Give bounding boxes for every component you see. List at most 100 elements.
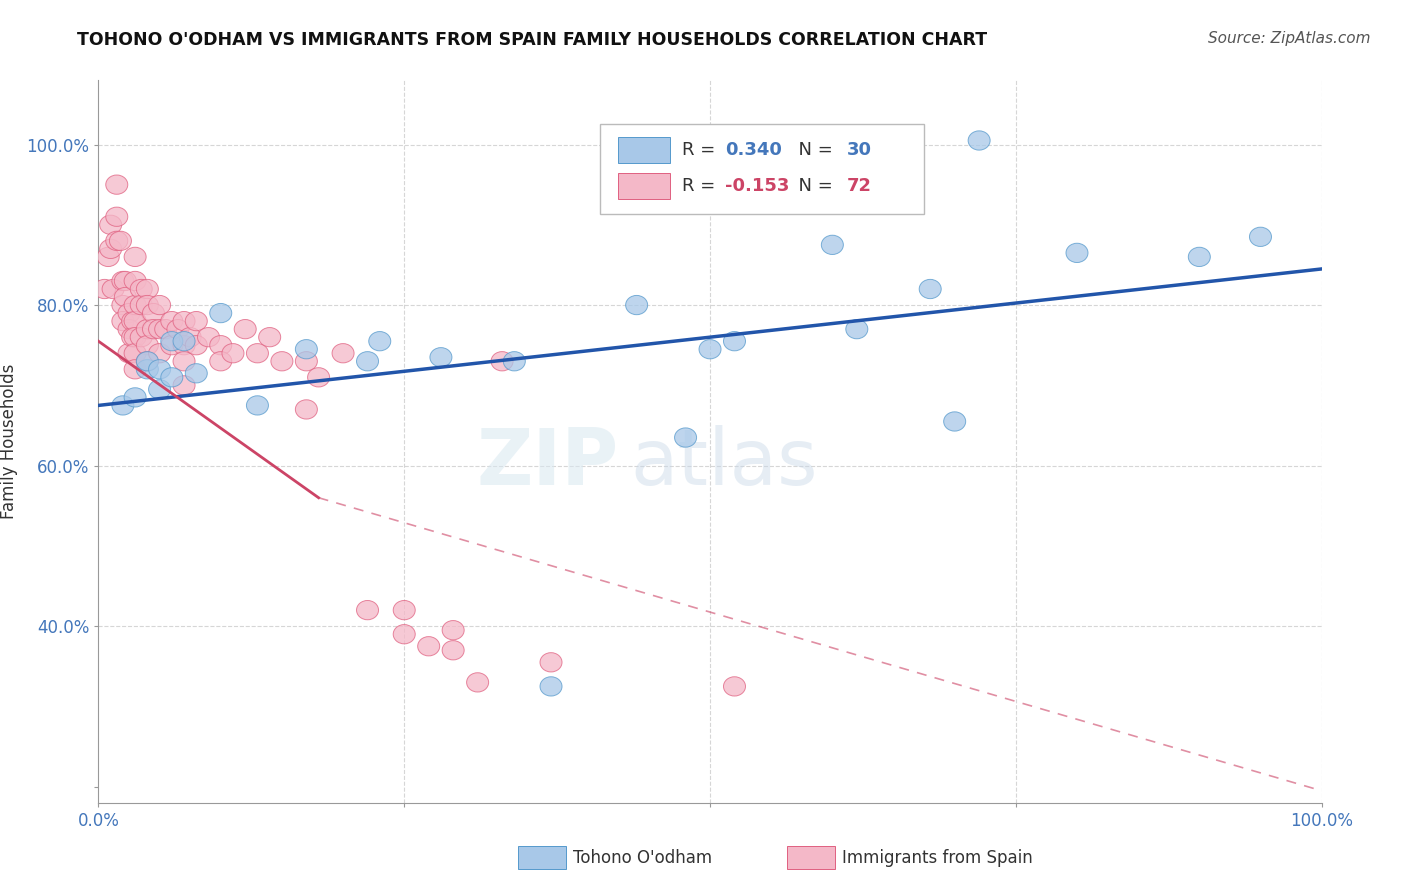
Ellipse shape bbox=[699, 340, 721, 359]
Ellipse shape bbox=[142, 303, 165, 323]
Ellipse shape bbox=[1188, 247, 1211, 267]
Ellipse shape bbox=[136, 359, 159, 379]
Ellipse shape bbox=[105, 231, 128, 251]
Ellipse shape bbox=[186, 335, 207, 355]
Ellipse shape bbox=[149, 343, 170, 363]
Text: atlas: atlas bbox=[630, 425, 818, 501]
Text: TOHONO O'ODHAM VS IMMIGRANTS FROM SPAIN FAMILY HOUSEHOLDS CORRELATION CHART: TOHONO O'ODHAM VS IMMIGRANTS FROM SPAIN … bbox=[77, 31, 987, 49]
Ellipse shape bbox=[173, 332, 195, 351]
Ellipse shape bbox=[491, 351, 513, 371]
Text: Tohono O'odham: Tohono O'odham bbox=[574, 848, 713, 867]
Ellipse shape bbox=[124, 295, 146, 315]
Ellipse shape bbox=[271, 351, 292, 371]
Ellipse shape bbox=[173, 376, 195, 395]
Ellipse shape bbox=[167, 319, 188, 339]
Ellipse shape bbox=[186, 364, 207, 383]
Ellipse shape bbox=[112, 311, 134, 331]
Ellipse shape bbox=[943, 412, 966, 431]
Text: Immigrants from Spain: Immigrants from Spain bbox=[842, 848, 1033, 867]
Ellipse shape bbox=[112, 396, 134, 415]
Ellipse shape bbox=[100, 239, 122, 259]
Ellipse shape bbox=[103, 279, 124, 299]
Ellipse shape bbox=[1250, 227, 1271, 246]
Ellipse shape bbox=[675, 428, 696, 447]
Ellipse shape bbox=[920, 279, 941, 299]
Ellipse shape bbox=[160, 335, 183, 355]
Ellipse shape bbox=[821, 235, 844, 254]
Ellipse shape bbox=[124, 388, 146, 407]
Text: Source: ZipAtlas.com: Source: ZipAtlas.com bbox=[1208, 31, 1371, 46]
Ellipse shape bbox=[246, 396, 269, 415]
Ellipse shape bbox=[160, 368, 183, 387]
FancyBboxPatch shape bbox=[787, 847, 835, 870]
Ellipse shape bbox=[122, 311, 143, 331]
Ellipse shape bbox=[540, 653, 562, 672]
Ellipse shape bbox=[149, 319, 170, 339]
Ellipse shape bbox=[368, 332, 391, 351]
Ellipse shape bbox=[209, 335, 232, 355]
Ellipse shape bbox=[295, 400, 318, 419]
Ellipse shape bbox=[149, 295, 170, 315]
Ellipse shape bbox=[136, 351, 159, 371]
Ellipse shape bbox=[124, 327, 146, 347]
Ellipse shape bbox=[626, 295, 648, 315]
Ellipse shape bbox=[136, 295, 159, 315]
Text: ZIP: ZIP bbox=[477, 425, 619, 501]
Text: N =: N = bbox=[787, 178, 838, 195]
Text: 30: 30 bbox=[846, 141, 872, 160]
Text: N =: N = bbox=[787, 141, 838, 160]
FancyBboxPatch shape bbox=[619, 173, 669, 200]
Ellipse shape bbox=[124, 247, 146, 267]
Ellipse shape bbox=[724, 332, 745, 351]
Ellipse shape bbox=[122, 327, 143, 347]
Ellipse shape bbox=[441, 621, 464, 640]
Ellipse shape bbox=[540, 677, 562, 696]
Ellipse shape bbox=[97, 247, 120, 267]
Ellipse shape bbox=[124, 359, 146, 379]
Ellipse shape bbox=[724, 677, 745, 696]
Ellipse shape bbox=[467, 673, 489, 692]
Ellipse shape bbox=[222, 343, 245, 363]
Ellipse shape bbox=[186, 311, 207, 331]
Ellipse shape bbox=[179, 327, 201, 347]
Ellipse shape bbox=[418, 637, 440, 656]
FancyBboxPatch shape bbox=[600, 124, 924, 214]
Ellipse shape bbox=[394, 600, 415, 620]
Ellipse shape bbox=[441, 640, 464, 660]
Ellipse shape bbox=[136, 351, 159, 371]
Ellipse shape bbox=[173, 335, 195, 355]
Ellipse shape bbox=[357, 600, 378, 620]
FancyBboxPatch shape bbox=[517, 847, 565, 870]
Ellipse shape bbox=[430, 348, 451, 367]
Ellipse shape bbox=[131, 279, 152, 299]
Ellipse shape bbox=[105, 175, 128, 194]
Ellipse shape bbox=[394, 624, 415, 644]
Ellipse shape bbox=[308, 368, 329, 387]
Ellipse shape bbox=[131, 295, 152, 315]
Ellipse shape bbox=[136, 335, 159, 355]
Ellipse shape bbox=[246, 343, 269, 363]
Ellipse shape bbox=[94, 279, 115, 299]
Text: R =: R = bbox=[682, 141, 721, 160]
Ellipse shape bbox=[149, 380, 170, 399]
Ellipse shape bbox=[118, 303, 141, 323]
Y-axis label: Family Households: Family Households bbox=[0, 364, 18, 519]
Ellipse shape bbox=[197, 327, 219, 347]
Text: 0.340: 0.340 bbox=[724, 141, 782, 160]
Text: 72: 72 bbox=[846, 178, 872, 195]
Ellipse shape bbox=[357, 351, 378, 371]
Ellipse shape bbox=[136, 319, 159, 339]
Ellipse shape bbox=[112, 271, 134, 291]
Ellipse shape bbox=[332, 343, 354, 363]
Ellipse shape bbox=[295, 351, 318, 371]
FancyBboxPatch shape bbox=[619, 137, 669, 163]
Ellipse shape bbox=[846, 319, 868, 339]
Ellipse shape bbox=[235, 319, 256, 339]
Text: -0.153: -0.153 bbox=[724, 178, 789, 195]
Ellipse shape bbox=[173, 351, 195, 371]
Ellipse shape bbox=[131, 327, 152, 347]
Ellipse shape bbox=[118, 343, 141, 363]
Ellipse shape bbox=[1066, 244, 1088, 262]
Ellipse shape bbox=[969, 131, 990, 150]
Ellipse shape bbox=[160, 332, 183, 351]
